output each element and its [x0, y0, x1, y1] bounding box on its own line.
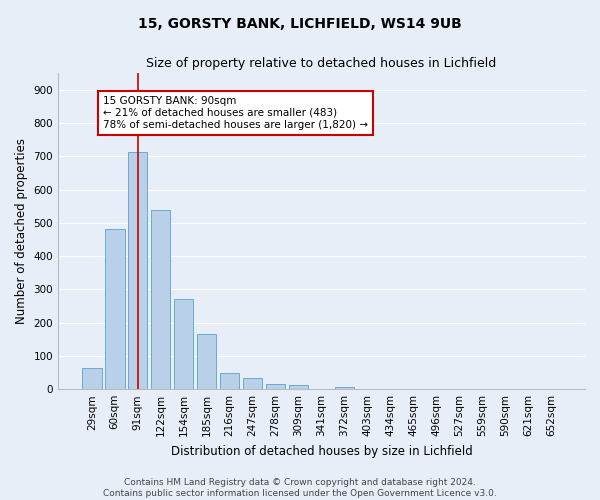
Bar [243, 378, 262, 389]
Bar [289, 385, 308, 389]
Bar [174, 298, 193, 389]
Bar [151, 210, 170, 389]
Text: 15 GORSTY BANK: 90sqm
← 21% of detached houses are smaller (483)
78% of semi-det: 15 GORSTY BANK: 90sqm ← 21% of detached … [103, 96, 368, 130]
Bar [220, 373, 239, 389]
Text: 15, GORSTY BANK, LICHFIELD, WS14 9UB: 15, GORSTY BANK, LICHFIELD, WS14 9UB [138, 18, 462, 32]
Bar [105, 230, 125, 389]
Text: Contains HM Land Registry data © Crown copyright and database right 2024.
Contai: Contains HM Land Registry data © Crown c… [103, 478, 497, 498]
Title: Size of property relative to detached houses in Lichfield: Size of property relative to detached ho… [146, 58, 497, 70]
Bar [197, 334, 217, 389]
X-axis label: Distribution of detached houses by size in Lichfield: Distribution of detached houses by size … [170, 444, 472, 458]
Bar [335, 386, 354, 389]
Bar [266, 384, 286, 389]
Bar [128, 152, 148, 389]
Y-axis label: Number of detached properties: Number of detached properties [15, 138, 28, 324]
Bar [82, 368, 101, 389]
